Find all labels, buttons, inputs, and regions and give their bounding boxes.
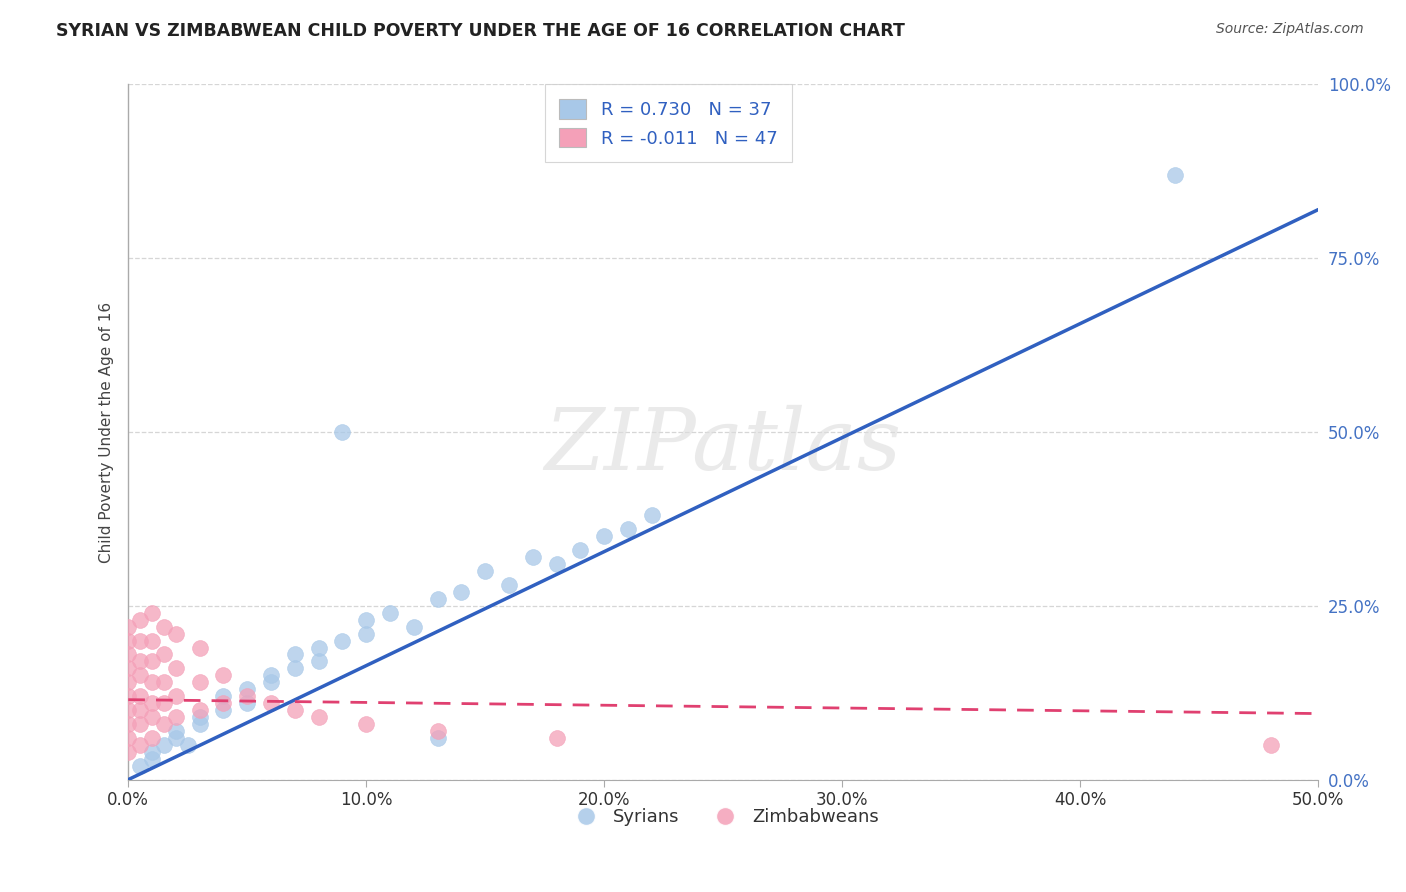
Point [165, 661, 187, 675]
Point [426, 591, 449, 606]
Point [117, 620, 139, 634]
Point [354, 717, 377, 731]
Point [141, 696, 163, 710]
Point [450, 585, 472, 599]
Point [165, 689, 187, 703]
Point [260, 668, 283, 682]
Point [332, 633, 354, 648]
Point [308, 640, 330, 655]
Point [1164, 168, 1187, 182]
Point [474, 564, 496, 578]
Point [129, 633, 152, 648]
Point [117, 633, 139, 648]
Point [117, 745, 139, 759]
Point [165, 731, 187, 745]
Point [117, 689, 139, 703]
Point [593, 529, 616, 543]
Point [188, 710, 211, 724]
Point [129, 655, 152, 669]
Point [129, 717, 152, 731]
Point [236, 689, 259, 703]
Point [284, 648, 307, 662]
Point [177, 738, 200, 752]
Y-axis label: Child Poverty Under the Age of 16: Child Poverty Under the Age of 16 [100, 301, 114, 563]
Point [522, 550, 544, 565]
Point [546, 731, 568, 745]
Point [188, 703, 211, 717]
Point [402, 620, 425, 634]
Point [153, 696, 176, 710]
Point [129, 613, 152, 627]
Point [188, 675, 211, 690]
Point [165, 626, 187, 640]
Point [546, 557, 568, 571]
Point [308, 710, 330, 724]
Text: SYRIAN VS ZIMBABWEAN CHILD POVERTY UNDER THE AGE OF 16 CORRELATION CHART: SYRIAN VS ZIMBABWEAN CHILD POVERTY UNDER… [56, 22, 905, 40]
Point [129, 668, 152, 682]
Legend: Syrians, Zimbabweans: Syrians, Zimbabweans [561, 801, 886, 833]
Point [308, 655, 330, 669]
Point [1260, 738, 1282, 752]
Point [188, 717, 211, 731]
Point [153, 648, 176, 662]
Point [354, 613, 377, 627]
Point [284, 661, 307, 675]
Point [212, 668, 235, 682]
Point [117, 703, 139, 717]
Text: Source: ZipAtlas.com: Source: ZipAtlas.com [1216, 22, 1364, 37]
Point [141, 675, 163, 690]
Point [141, 745, 163, 759]
Point [129, 703, 152, 717]
Point [117, 717, 139, 731]
Point [129, 758, 152, 772]
Point [188, 640, 211, 655]
Text: ZIPatlas: ZIPatlas [544, 405, 901, 487]
Point [141, 710, 163, 724]
Point [498, 578, 520, 592]
Point [153, 620, 176, 634]
Point [117, 661, 139, 675]
Point [260, 675, 283, 690]
Point [165, 723, 187, 738]
Point [141, 606, 163, 620]
Point [426, 723, 449, 738]
Point [354, 626, 377, 640]
Point [153, 675, 176, 690]
Point [569, 543, 592, 558]
Point [236, 696, 259, 710]
Point [141, 731, 163, 745]
Point [212, 696, 235, 710]
Point [117, 731, 139, 745]
Point [117, 675, 139, 690]
Point [236, 682, 259, 697]
Point [153, 738, 176, 752]
Point [212, 689, 235, 703]
Point [153, 717, 176, 731]
Point [129, 689, 152, 703]
Point [212, 703, 235, 717]
Point [378, 606, 401, 620]
Point [332, 425, 354, 439]
Point [426, 731, 449, 745]
Point [117, 648, 139, 662]
Point [165, 710, 187, 724]
Point [141, 655, 163, 669]
Point [617, 522, 640, 536]
Point [260, 696, 283, 710]
Point [129, 738, 152, 752]
Point [641, 508, 664, 523]
Point [141, 633, 163, 648]
Point [141, 752, 163, 766]
Point [284, 703, 307, 717]
